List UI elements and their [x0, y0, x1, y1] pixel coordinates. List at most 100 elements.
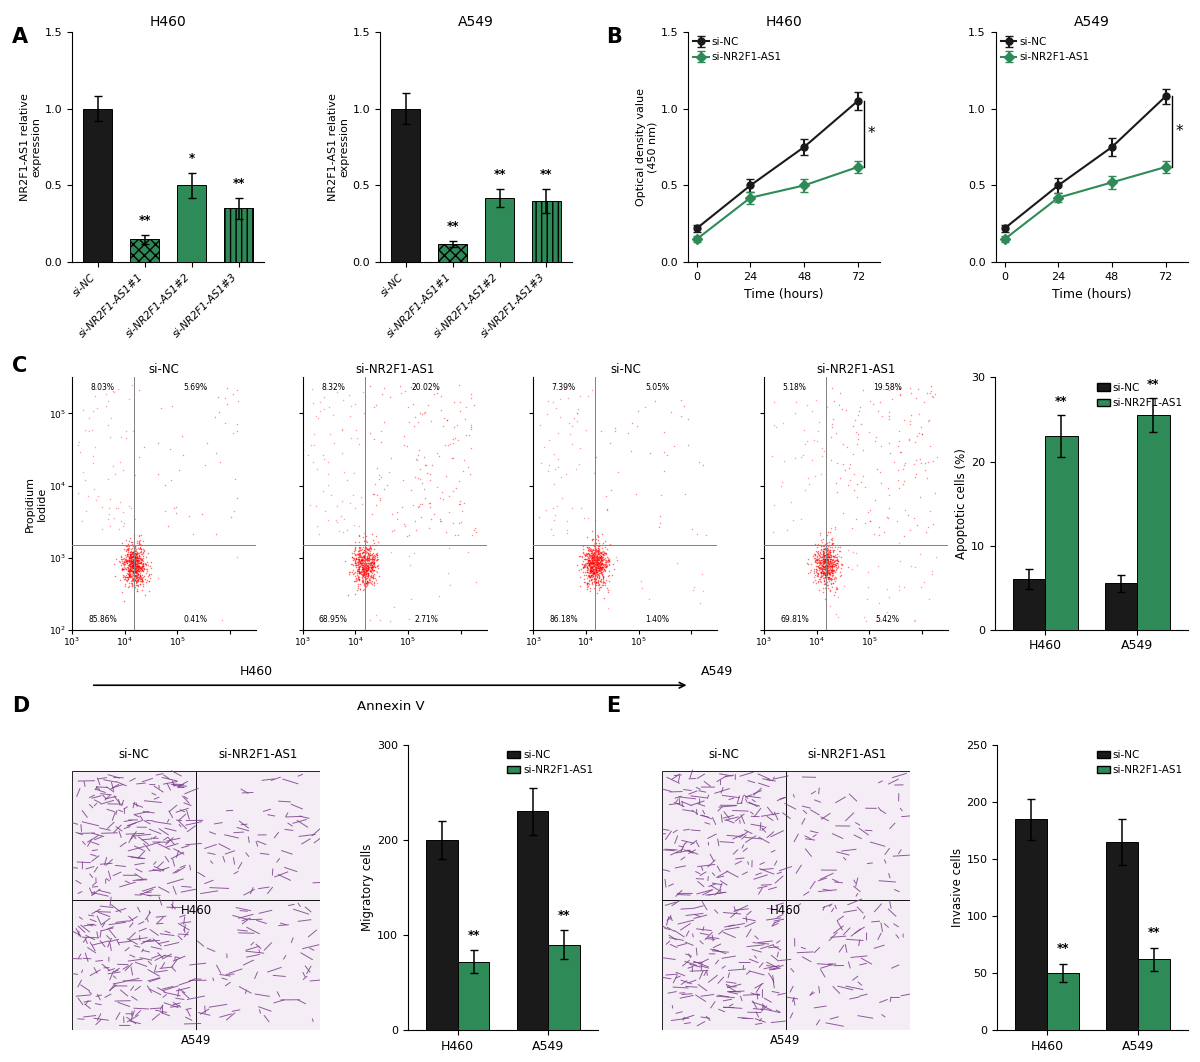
Point — [817, 577, 836, 594]
Point — [806, 551, 826, 568]
Point — [808, 554, 827, 571]
Point — [593, 554, 612, 571]
Point — [587, 552, 606, 569]
Point — [576, 546, 595, 563]
Point — [587, 554, 606, 571]
Point — [816, 561, 835, 578]
Point — [125, 538, 144, 555]
Point — [589, 554, 608, 571]
Point — [125, 548, 144, 565]
Point — [126, 549, 145, 566]
Point — [589, 576, 608, 593]
Point — [130, 547, 149, 564]
Point — [360, 562, 379, 579]
Point — [348, 576, 367, 593]
Point — [118, 551, 137, 568]
Point — [588, 539, 607, 556]
Point — [590, 546, 610, 563]
Point — [362, 556, 382, 573]
Point — [815, 559, 834, 576]
Point — [812, 561, 832, 578]
Point — [128, 548, 148, 565]
Point — [126, 566, 145, 583]
Point — [371, 433, 390, 450]
Point — [828, 552, 847, 569]
Point — [586, 570, 605, 587]
Point — [121, 549, 140, 566]
Bar — [661, 771, 786, 901]
Point — [582, 565, 601, 582]
Point — [367, 551, 386, 568]
Point — [816, 560, 835, 577]
Point — [589, 549, 608, 566]
Point — [588, 549, 607, 566]
Point — [596, 559, 616, 576]
Point — [818, 548, 838, 565]
Point — [772, 474, 791, 491]
Point — [356, 566, 376, 583]
Point — [119, 551, 138, 568]
Point — [132, 541, 151, 558]
Point — [124, 544, 143, 561]
Point — [131, 560, 150, 577]
Point — [358, 575, 377, 592]
Point — [581, 568, 600, 585]
Point — [126, 558, 145, 575]
Point — [815, 558, 834, 575]
Point — [361, 556, 380, 573]
Point — [130, 555, 149, 572]
Point — [808, 538, 827, 555]
Point — [353, 571, 372, 588]
Point — [581, 564, 600, 581]
Point — [578, 539, 598, 556]
Point — [822, 561, 841, 578]
Point — [138, 561, 157, 578]
Point — [580, 539, 599, 556]
Point — [131, 560, 150, 577]
Point — [580, 555, 599, 572]
Point — [815, 553, 834, 570]
Point — [584, 558, 604, 575]
Point — [593, 559, 612, 576]
Point — [594, 547, 613, 564]
Point — [580, 561, 599, 578]
Point — [361, 539, 380, 556]
Point — [346, 547, 365, 564]
Point — [596, 554, 616, 571]
Point — [592, 548, 611, 565]
Point — [587, 563, 606, 580]
Point — [358, 552, 377, 569]
Point — [810, 571, 829, 588]
Point — [588, 537, 607, 554]
Point — [584, 564, 604, 581]
Point — [816, 546, 835, 563]
Point — [820, 546, 839, 563]
Point — [227, 415, 246, 432]
Point — [922, 382, 941, 399]
Point — [122, 546, 142, 563]
Point — [815, 537, 834, 554]
Point — [821, 547, 840, 564]
Point — [354, 550, 373, 567]
Point — [588, 546, 607, 563]
Point — [362, 561, 382, 578]
Point — [871, 438, 890, 455]
Point — [586, 553, 605, 570]
Point — [594, 555, 613, 572]
Point — [347, 430, 366, 447]
Point — [809, 558, 828, 575]
Point — [600, 434, 619, 451]
Point — [890, 444, 910, 461]
Point — [582, 549, 601, 566]
Point — [349, 559, 368, 576]
Point — [814, 564, 833, 581]
Point — [359, 554, 378, 571]
Point — [113, 461, 132, 478]
Point — [120, 549, 139, 566]
Point — [655, 444, 674, 461]
Point — [583, 561, 602, 578]
Point — [587, 563, 606, 580]
Point — [332, 524, 352, 541]
Point — [811, 568, 830, 585]
Point — [124, 549, 143, 566]
